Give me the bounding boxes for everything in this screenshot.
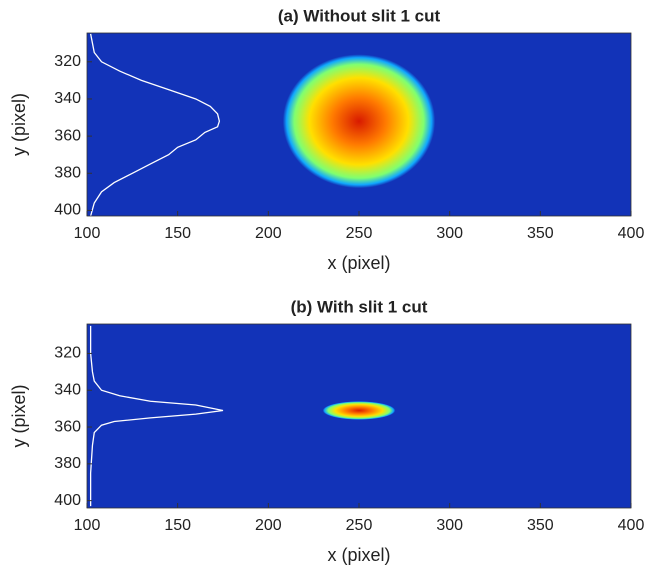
figure: 100 150 200 250 300 350 400 320 340 360 380 400 (a) … (0, 0, 649, 567)
x-tick-label: 300 (436, 517, 463, 534)
x-axis-label: x (pixel) (327, 545, 390, 565)
beam-spot (323, 401, 396, 419)
y-tick-label: 380 (54, 455, 81, 472)
y-tick-label: 400 (54, 492, 81, 509)
y-tick-label: 320 (54, 345, 81, 362)
y-tick-label: 340 (54, 90, 81, 107)
x-tick-label: 100 (74, 225, 101, 242)
x-axis-label: x (pixel) (327, 253, 390, 273)
chart-title: (a) Without slit 1 cut (278, 6, 441, 25)
x-tick-label: 250 (346, 517, 373, 534)
x-tick-label: 200 (255, 225, 282, 242)
x-tick-label: 400 (618, 225, 645, 242)
x-tick-label: 350 (527, 225, 554, 242)
y-tick-label: 400 (54, 202, 81, 219)
chart-title: (b) With slit 1 cut (291, 297, 428, 316)
y-tick-label: 380 (54, 164, 81, 181)
y-tick-label: 360 (54, 127, 81, 144)
y-tick-label: 340 (54, 381, 81, 398)
y-axis-label: y (pixel) (9, 384, 29, 447)
x-tick-label: 100 (74, 517, 101, 534)
x-tick-label: 400 (618, 517, 645, 534)
x-tick-label: 250 (346, 225, 373, 242)
x-tick-label: 350 (527, 517, 554, 534)
y-tick-label: 320 (54, 53, 81, 70)
x-tick-label: 300 (436, 225, 463, 242)
beam-spot (283, 54, 435, 188)
y-tick-label: 360 (54, 418, 81, 435)
x-tick-label: 150 (164, 517, 191, 534)
y-axis-label: y (pixel) (9, 93, 29, 156)
x-tick-label: 150 (164, 225, 191, 242)
x-tick-label: 200 (255, 517, 282, 534)
